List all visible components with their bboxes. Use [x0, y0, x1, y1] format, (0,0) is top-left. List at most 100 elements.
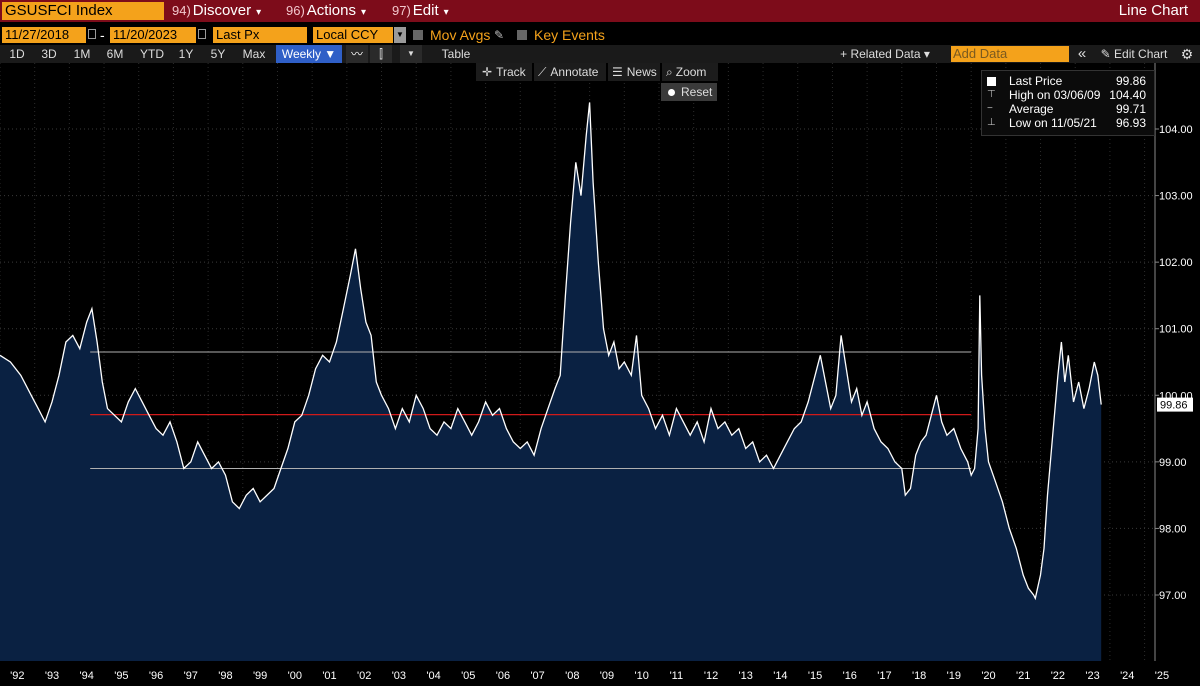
x-tick-label: '04 — [426, 670, 440, 682]
period-3d-button[interactable]: 3D — [41, 47, 57, 61]
chevron-down-icon: ▾ — [361, 7, 367, 18]
reset-label: Reset — [681, 85, 713, 99]
start-date-field[interactable]: 11/27/2018 — [2, 27, 86, 43]
calendar-icon[interactable] — [88, 29, 96, 39]
x-tick-label: '14 — [773, 670, 787, 682]
line-chart-icon[interactable]: 〰 — [346, 45, 368, 63]
actions-menu[interactable]: 96) Actions ▾ — [286, 0, 366, 22]
table-button[interactable]: Table — [441, 47, 471, 61]
x-tick-label: '15 — [808, 670, 822, 682]
currency-selector[interactable]: Local CCY — [313, 27, 393, 43]
track-button[interactable]: ✛ Track — [476, 63, 532, 81]
mov-avgs-label[interactable]: Mov Avgs — [430, 27, 491, 43]
news-icon: ☰ — [612, 65, 623, 79]
x-tick-label: '96 — [149, 670, 163, 682]
legend: Last Price 99.86 ⊤ High on 03/06/09 104.… — [981, 70, 1155, 136]
x-tick-label: '19 — [947, 670, 961, 682]
x-tick-label: '92 — [10, 670, 24, 682]
line-chart[interactable]: 97.0098.0099.00100.00101.00102.00103.001… — [0, 63, 1200, 686]
chart-type-label: Line Chart — [1118, 2, 1188, 19]
chevron-down-icon[interactable]: ▼ — [400, 45, 422, 63]
x-tick-label: '23 — [1085, 670, 1099, 682]
field-selector[interactable]: Last Px — [213, 27, 307, 43]
y-tick-label: 103.00 — [1159, 191, 1193, 203]
x-tick-label: '08 — [565, 670, 579, 682]
actions-menu-label: Actions — [306, 2, 356, 19]
chevron-down-icon[interactable]: ▼ — [394, 27, 406, 43]
y-tick-label: 102.00 — [1159, 257, 1193, 269]
x-tick-label: '09 — [600, 670, 614, 682]
reset-button[interactable]: Reset — [661, 83, 717, 101]
add-data-input[interactable]: Add Data — [951, 46, 1069, 62]
collapse-icon[interactable]: « — [1077, 45, 1087, 62]
pencil-icon[interactable]: ✎ — [494, 28, 505, 42]
crosshair-icon: ✛ — [482, 65, 493, 79]
x-tick-label: '25 — [1155, 670, 1169, 682]
x-tick-label: '12 — [704, 670, 718, 682]
key-events-label[interactable]: Key Events — [534, 27, 605, 43]
mov-avgs-checkbox[interactable] — [413, 30, 423, 40]
legend-last-label: Last Price — [1009, 74, 1063, 88]
x-tick-label: '06 — [496, 670, 510, 682]
edit-chart-label: Edit Chart — [1114, 47, 1168, 61]
high-marker-icon: ⊤ — [987, 89, 996, 100]
x-tick-label: '24 — [1120, 670, 1134, 682]
period-1y-button[interactable]: 1Y — [178, 47, 194, 61]
y-tick-label: 99.00 — [1159, 457, 1187, 469]
zoom-button[interactable]: ⌕ Zoom — [662, 63, 718, 81]
low-marker-icon: ⊥ — [987, 117, 996, 128]
legend-last-value: 99.86 — [1115, 74, 1146, 88]
header-bar — [0, 0, 1200, 22]
reset-icon — [668, 89, 675, 96]
x-tick-label: '93 — [45, 670, 59, 682]
edit-menu-label: Edit — [412, 2, 439, 19]
ticker-field[interactable]: GSUSFCI Index — [2, 2, 164, 20]
x-tick-label: '03 — [392, 670, 406, 682]
news-button[interactable]: ☰ News — [608, 63, 660, 81]
annotate-icon: ⟋ — [538, 65, 547, 79]
discover-menu-label: Discover — [192, 2, 252, 19]
edit-menu[interactable]: 97) Edit ▾ — [392, 0, 449, 22]
y-axis-ticks: 97.0098.0099.00100.00101.00102.00103.001… — [1155, 124, 1193, 602]
period-max-button[interactable]: Max — [242, 47, 266, 61]
legend-average-value: 99.71 — [1115, 102, 1146, 116]
news-label: News — [626, 65, 657, 79]
candlestick-icon[interactable]: ⫿ — [370, 45, 392, 63]
period-1m-button[interactable]: 1M — [73, 47, 91, 61]
frequency-selector[interactable]: Weekly ▼ — [276, 45, 342, 63]
x-tick-label: '94 — [80, 670, 94, 682]
annotate-button[interactable]: ⟋ Annotate — [534, 63, 606, 81]
last-value-tag: 99.86 — [1157, 397, 1193, 412]
average-marker-icon: − — [987, 103, 993, 114]
x-tick-label: '02 — [357, 670, 371, 682]
x-axis-ticks: '92 '93 '94 '95 '96 '97 '98 '99 '00 '01 '02 '03 '04 '… — [10, 670, 1169, 682]
x-tick-label: '16 — [843, 670, 857, 682]
x-tick-label: '17 — [877, 670, 891, 682]
chevron-down-icon: ▾ — [256, 7, 262, 18]
calendar-icon[interactable] — [198, 29, 206, 39]
x-tick-label: '10 — [634, 670, 648, 682]
edit-chart-button[interactable]: ✎ Edit Chart — [1094, 45, 1174, 63]
x-tick-label: '05 — [461, 670, 475, 682]
period-ytd-button[interactable]: YTD — [140, 47, 164, 61]
gear-icon[interactable]: ⚙ — [1180, 46, 1194, 62]
x-tick-label: '20 — [981, 670, 995, 682]
legend-average-label: Average — [1009, 102, 1054, 116]
y-tick-label: 98.00 — [1159, 523, 1187, 535]
period-5y-button[interactable]: 5Y — [210, 47, 226, 61]
key-events-checkbox[interactable] — [517, 30, 527, 40]
x-tick-label: '13 — [739, 670, 753, 682]
related-data-button[interactable]: + Related Data ▾ — [840, 47, 930, 61]
period-1d-button[interactable]: 1D — [9, 47, 25, 61]
legend-low-label: Low on 11/05/21 — [1009, 116, 1097, 130]
discover-menu[interactable]: 94) Discover ▾ — [172, 0, 261, 22]
y-tick-label: 101.00 — [1159, 324, 1193, 336]
x-tick-label: '21 — [1016, 670, 1030, 682]
end-date-field[interactable]: 11/20/2023 — [110, 27, 196, 43]
date-separator: - — [100, 27, 105, 43]
series-line — [0, 102, 1102, 601]
x-tick-label: '99 — [253, 670, 267, 682]
actions-menu-number: 96) — [286, 3, 305, 18]
magnifier-icon: ⌕ — [666, 65, 673, 79]
period-6m-button[interactable]: 6M — [106, 47, 124, 61]
